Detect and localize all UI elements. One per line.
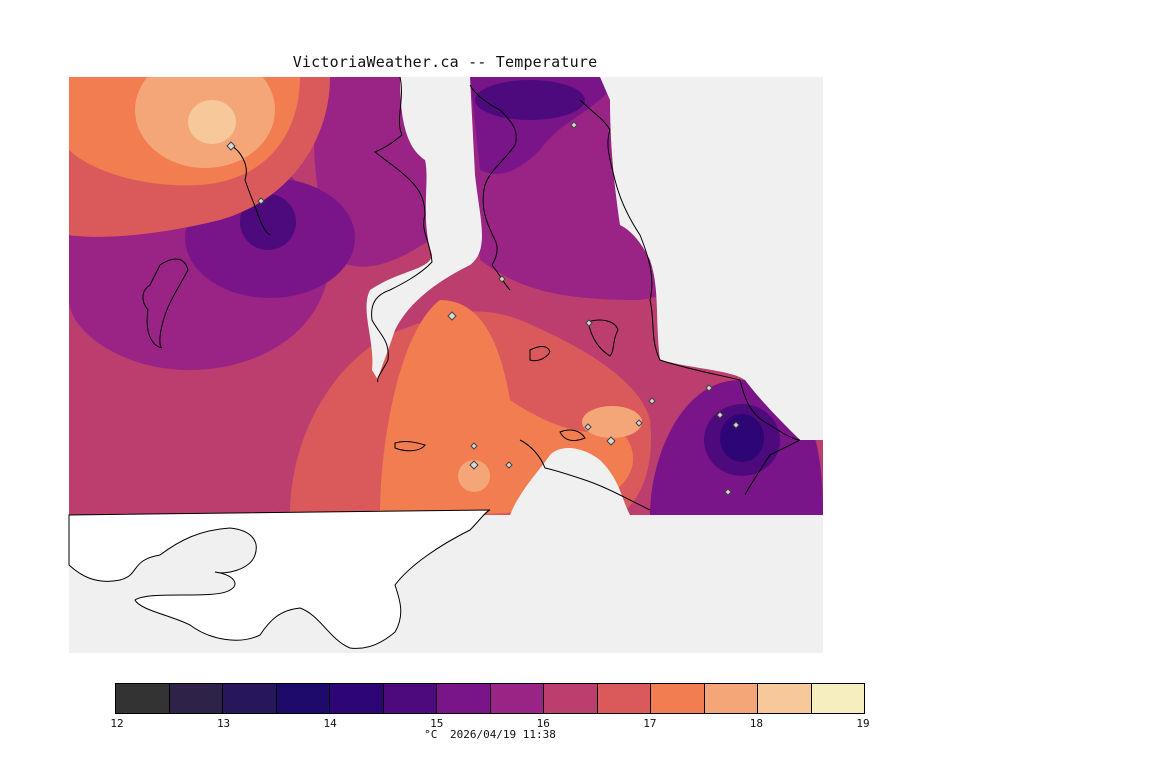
coastline-saanich: [469, 84, 517, 291]
unit-label: °C: [424, 728, 438, 741]
colorbar-segment: [330, 684, 384, 713]
island-west: [142, 258, 189, 349]
contour-14-14.5-se: [720, 414, 764, 462]
coastline-east: [579, 99, 801, 496]
diamond-icon[interactable]: [570, 121, 578, 129]
diamond-icon[interactable]: [716, 411, 724, 419]
colorbar-tick-label: 16: [536, 717, 550, 730]
diamond-icon[interactable]: [584, 423, 592, 431]
island-east: [587, 319, 619, 357]
colorbar-segment: [811, 684, 864, 713]
colorbar-segment: [704, 684, 758, 713]
lake-south: [394, 441, 426, 452]
coastline-harbour: [519, 439, 651, 511]
lake-east: [529, 346, 551, 362]
coastline-west-strait: [371, 76, 433, 383]
contour-17.5-18-south: [458, 460, 490, 492]
contour-14.5-15-ne: [475, 80, 585, 120]
diamond-icon[interactable]: [226, 141, 236, 151]
colorbar-segment: [276, 684, 330, 713]
diamond-icon[interactable]: [505, 461, 513, 469]
colorbar-tick-label: 17: [643, 717, 657, 730]
diamond-icon[interactable]: [470, 442, 478, 450]
stations: [226, 121, 740, 496]
colorbar-tick-label: 15: [430, 717, 444, 730]
colorbar-segment: [223, 684, 277, 713]
harbour-inlet: [559, 429, 586, 441]
colorbar-segment: [597, 684, 651, 713]
harbour-water: [510, 448, 630, 515]
colorbar-tick-label: 12: [110, 717, 124, 730]
colorbar-segment: [758, 684, 812, 713]
colorbar-caption: °C 2026/04/19 11:38: [0, 728, 980, 741]
southern-landmass: [68, 509, 491, 649]
strait-water: [366, 77, 482, 380]
diamond-icon[interactable]: [498, 275, 506, 283]
colorbar-segment: [651, 684, 705, 713]
diamond-icon[interactable]: [469, 460, 479, 470]
timestamp: 2026/04/19 11:38: [449, 728, 556, 741]
contour-14.5-15: [240, 194, 296, 250]
diamond-icon[interactable]: [732, 421, 740, 429]
diamond-icon[interactable]: [705, 384, 713, 392]
contour-17.5-18-east: [582, 406, 642, 438]
diamond-icon[interactable]: [447, 311, 457, 321]
colorbar-tick-label: 14: [323, 717, 337, 730]
temperature-map[interactable]: [0, 0, 1152, 680]
contour-layer: [69, 77, 823, 515]
map-title: VictoriaWeather.ca -- Temperature: [292, 53, 598, 71]
diamond-icon[interactable]: [585, 319, 593, 327]
colorbar-segment: [383, 684, 437, 713]
colorbar-segment: [544, 684, 598, 713]
colorbar-tick-label: 13: [216, 717, 231, 730]
colorbar-segment: [116, 684, 170, 713]
eastern-water: [600, 77, 823, 440]
colorbar-segment: [437, 684, 491, 713]
coastlines: [142, 76, 801, 511]
colorbar-segment: [490, 684, 544, 713]
colorbar-tick-label: 18: [749, 717, 764, 730]
diamond-icon[interactable]: [257, 197, 265, 205]
diamond-icon[interactable]: [606, 436, 616, 446]
diamond-icon[interactable]: [635, 419, 643, 427]
colorbar: [115, 683, 865, 714]
coastline-inlet: [229, 144, 271, 236]
diamond-icon[interactable]: [648, 397, 656, 405]
contour-18-18.5: [188, 100, 236, 144]
colorbar-tick-label: 19: [856, 717, 870, 730]
colorbar-segment: [169, 684, 223, 713]
diamond-icon[interactable]: [724, 488, 732, 496]
